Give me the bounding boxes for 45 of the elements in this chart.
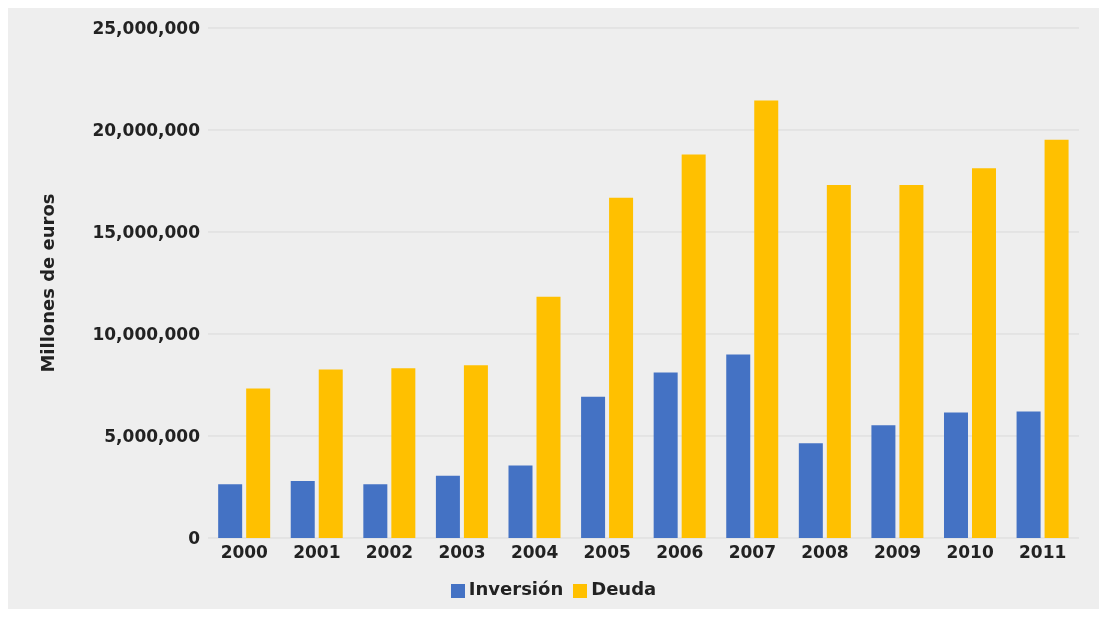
bar: [318, 369, 343, 538]
bar: [754, 100, 779, 538]
x-tick-label: 2002: [365, 542, 414, 563]
y-tick-label: 25,000,000: [92, 18, 201, 39]
bar: [581, 396, 606, 538]
x-tick-label: 2001: [293, 542, 341, 563]
y-axis-title: Millones de euros: [37, 193, 59, 373]
x-tick-label: 2006: [656, 542, 704, 563]
x-tick-label: 2011: [1019, 542, 1067, 563]
x-tick-label: 2009: [873, 542, 922, 563]
bar: [944, 412, 968, 538]
bar: [463, 365, 488, 538]
bar: [508, 465, 533, 538]
x-tick-label: 2003: [438, 542, 486, 563]
bar: [391, 368, 416, 538]
bar: [726, 354, 751, 538]
bar: [290, 481, 315, 538]
bar: [246, 388, 271, 538]
x-tick-label: 2004: [510, 542, 559, 563]
bar: [536, 296, 561, 538]
y-tick-label: 0: [188, 528, 201, 549]
bar: [1016, 411, 1041, 538]
x-tick-label: 2008: [801, 542, 849, 563]
bar: [435, 475, 460, 538]
bar: [218, 484, 243, 538]
x-tick-label: 2005: [583, 542, 631, 563]
legend-label: Inversión: [468, 578, 564, 599]
x-tick-label: 2010: [946, 542, 994, 563]
y-tick-label: 5,000,000: [104, 426, 201, 447]
y-tick-label: 20,000,000: [92, 120, 201, 141]
bar: [681, 154, 706, 538]
bar: [871, 425, 896, 538]
bar: [609, 197, 634, 538]
bar: [972, 168, 996, 538]
bar: [899, 185, 924, 538]
y-tick-label: 15,000,000: [92, 222, 201, 243]
x-tick-label: 2000: [220, 542, 269, 563]
bar: [653, 372, 678, 538]
bar: [1044, 139, 1069, 538]
y-tick-label: 10,000,000: [92, 324, 201, 345]
bar: [363, 484, 388, 538]
x-tick-label: 2007: [728, 542, 777, 563]
legend-label: Deuda: [591, 578, 657, 599]
bar: [826, 185, 851, 538]
bar: [798, 443, 823, 538]
